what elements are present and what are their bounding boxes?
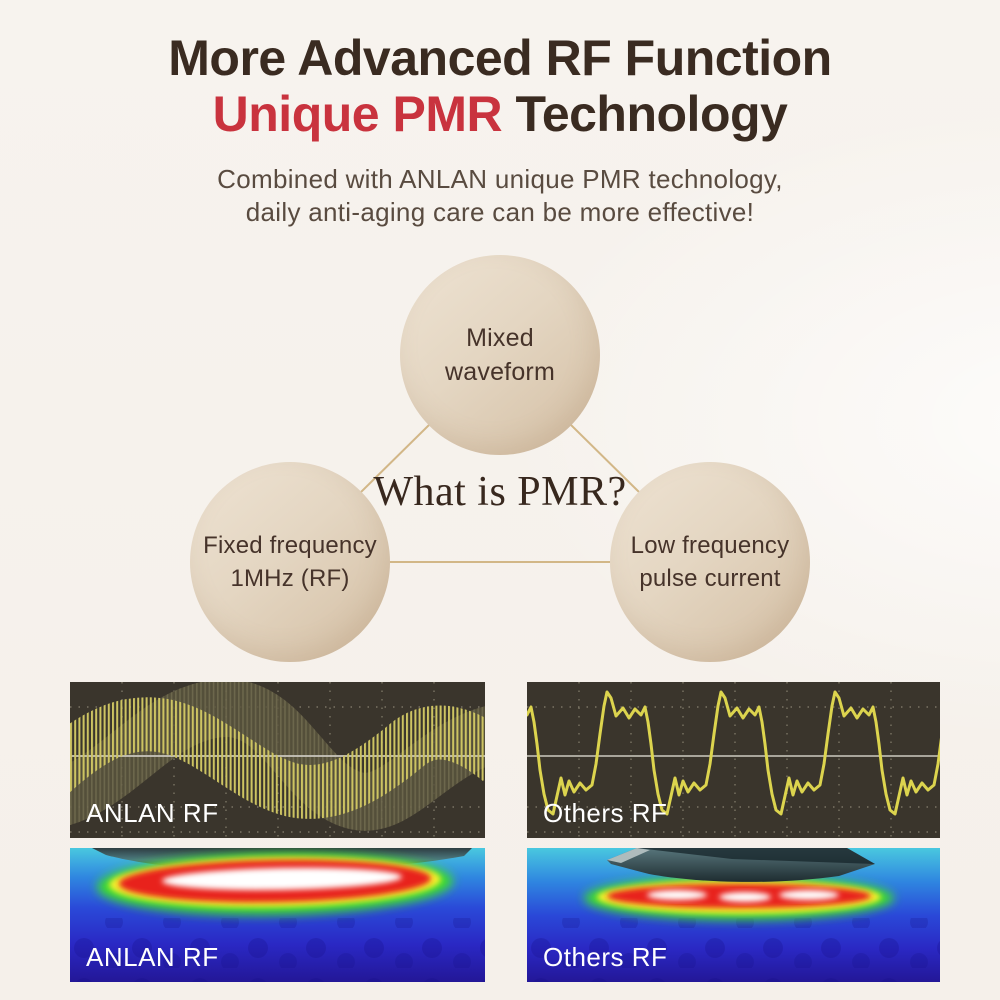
others-waveform-chart: [527, 682, 940, 838]
node-label-line1: Mixed: [466, 323, 534, 352]
panel-others-thermal: Others RF: [527, 848, 940, 982]
diagram-center-question: What is PMR?: [373, 469, 627, 515]
anlan-thermal-label: ANLAN RF: [86, 942, 219, 972]
thermal-hotspot: [584, 876, 894, 920]
node-label-line1: Fixed frequency: [203, 531, 377, 559]
anlan-waveform-label: ANLAN RF: [86, 798, 219, 828]
page-subtitle: Combined with ANLAN unique PMR technolog…: [0, 163, 1000, 230]
diagram-node-mixed-waveform: Mixed waveform: [400, 255, 600, 455]
diagram-node-fixed-frequency: Fixed frequency 1MHz (RF): [190, 462, 390, 662]
title-line2-accent: Unique PMR: [212, 86, 503, 142]
device-tip: [607, 848, 875, 882]
panel-anlan-thermal: ANLAN RF: [70, 848, 485, 982]
panel-anlan-waveform: ANLAN RF: [70, 682, 485, 838]
title-line1: More Advanced RF Function: [168, 30, 832, 86]
grid-dots: [527, 682, 940, 838]
subtitle-line2: daily anti-aging care can be more effect…: [245, 197, 755, 228]
title-line2-rest: Technology: [502, 86, 788, 142]
others-thermal-image: [527, 848, 940, 982]
panel-others-waveform: Others RF: [527, 682, 940, 838]
pulse-square-wave-trace: [527, 690, 940, 816]
node-label-line2: 1MHz (RF): [230, 565, 350, 592]
thermal-noise: [527, 918, 940, 982]
anlan-waveform-chart: [70, 682, 485, 838]
others-waveform-label: Others RF: [543, 798, 668, 828]
diagram-node-low-frequency: Low frequency pulse current: [610, 462, 810, 662]
page-title: More Advanced RF Function Unique PMR Tec…: [0, 30, 1000, 142]
node-label-line1: Low frequency: [630, 531, 790, 559]
am-carrier-bright-wave: [70, 697, 485, 819]
anlan-thermal-image: [70, 848, 485, 982]
thermal-hotspot: [97, 852, 454, 916]
subtitle-line1: Combined with ANLAN unique PMR technolog…: [217, 164, 783, 194]
node-label-line2: waveform: [445, 358, 555, 386]
others-thermal-label: Others RF: [543, 942, 668, 972]
thermal-noise: [70, 918, 485, 982]
node-label-line2: pulse current: [639, 565, 781, 592]
